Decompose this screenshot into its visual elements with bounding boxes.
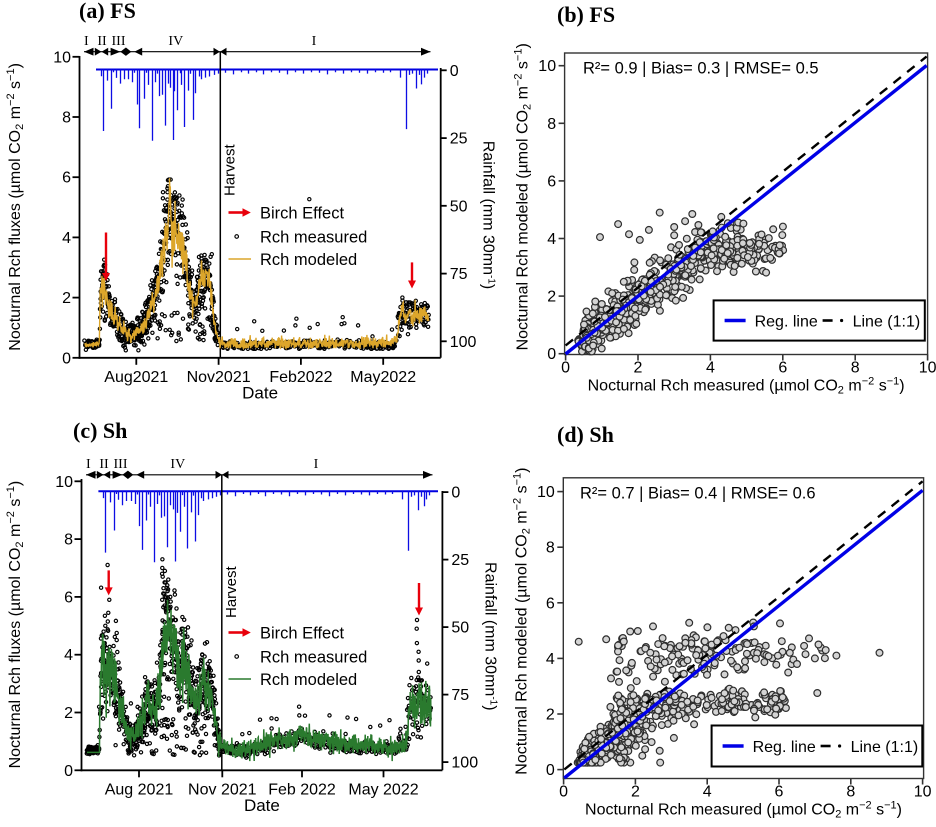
svg-text:Rch measured: Rch measured [260,228,367,246]
svg-text:Harvest: Harvest [223,565,240,618]
svg-text:III: III [112,34,126,49]
svg-text:Nov 2021: Nov 2021 [188,781,257,798]
svg-text:II: II [99,457,109,472]
svg-text:2: 2 [547,289,556,306]
svg-text:IV: IV [168,34,183,49]
svg-text:Rainfall (mm 30mn-1): Rainfall (mm 30mn-1) [481,562,498,711]
svg-text:6: 6 [546,595,555,612]
svg-text:IV: IV [170,457,185,472]
svg-text:0: 0 [64,763,73,780]
svg-text:100: 100 [451,755,478,772]
svg-text:8: 8 [62,110,71,127]
svg-text:8: 8 [64,532,73,549]
svg-text:Nocturnal Rch fluxes (µmol CO2: Nocturnal Rch fluxes (µmol CO2 m−2 s−1) [5,481,26,769]
svg-text:8: 8 [846,784,855,801]
svg-text:50: 50 [451,620,469,637]
svg-text:I: I [84,34,89,49]
svg-text:4: 4 [547,231,556,248]
svg-text:8: 8 [851,360,860,377]
svg-text:0: 0 [546,762,555,779]
svg-text:Rch modeled: Rch modeled [260,251,357,269]
svg-text:75: 75 [451,687,469,704]
svg-text:2: 2 [631,784,640,801]
svg-text:Nocturnal Rch modeled (µmol CO: Nocturnal Rch modeled (µmol CO2 m−2 s−1) [513,43,534,350]
svg-text:Nov2021: Nov2021 [187,369,251,386]
svg-text:Line (1:1): Line (1:1) [853,314,921,331]
svg-text:4: 4 [546,651,555,668]
svg-text:6: 6 [775,784,784,801]
svg-text:Nocturnal Rch measured (µmol C: Nocturnal Rch measured (µmol CO2 m−2 s−1… [585,800,902,821]
svg-text:R²= 0.9 | Bias= 0.3 | RMSE= 0.: R²= 0.9 | Bias= 0.3 | RMSE= 0.5 [583,60,819,78]
svg-text:4: 4 [706,360,715,377]
svg-text:6: 6 [62,170,71,187]
svg-text:2: 2 [546,707,555,724]
svg-text:Feb 2022: Feb 2022 [268,781,336,798]
svg-text:Nocturnal Rch fluxes (µmol CO2: Nocturnal Rch fluxes (µmol CO2 m−2 s−1) [5,63,26,351]
svg-text:Rainfall (mm 30mn-1): Rainfall (mm 30mn-1) [480,141,497,290]
svg-text:Harvest: Harvest [221,143,238,196]
svg-text:0: 0 [450,63,459,80]
svg-text:Rch modeled: Rch modeled [260,671,357,689]
svg-text:0: 0 [561,360,570,377]
svg-text:6: 6 [64,589,73,606]
svg-text:Aug2021: Aug2021 [104,369,168,386]
svg-text:10: 10 [537,484,555,501]
svg-text:May2022: May2022 [350,369,416,386]
svg-text:Nocturnal Rch measured (µmol C: Nocturnal Rch measured (µmol CO2 m−2 s−1… [588,376,905,397]
svg-text:10: 10 [55,474,73,491]
svg-text:III: III [114,457,128,472]
svg-text:25: 25 [451,552,469,569]
svg-text:(b) FS: (b) FS [557,2,615,27]
svg-text:I: I [312,34,317,49]
svg-text:Aug 2021: Aug 2021 [105,781,174,798]
svg-text:May 2022: May 2022 [348,781,418,798]
svg-text:10: 10 [53,49,71,66]
svg-text:2: 2 [62,290,71,307]
svg-text:8: 8 [546,540,555,557]
svg-text:10: 10 [919,360,936,377]
svg-text:II: II [97,34,107,49]
svg-text:(a) FS: (a) FS [79,0,136,23]
svg-text:0: 0 [62,350,71,367]
svg-text:4: 4 [703,784,712,801]
svg-text:Birch Effect: Birch Effect [260,204,344,222]
svg-text:0: 0 [547,346,556,363]
svg-text:Birch Effect: Birch Effect [260,624,344,642]
svg-text:2: 2 [634,360,643,377]
svg-text:Nocturnal Rch modeled (µmol CO: Nocturnal Rch modeled (µmol CO2 m−2 s−1) [511,467,532,774]
svg-text:Rch measured: Rch measured [260,648,367,666]
svg-text:0: 0 [559,784,568,801]
svg-text:4: 4 [62,230,71,247]
svg-text:25: 25 [450,131,468,148]
svg-text:10: 10 [538,58,556,75]
svg-text:6: 6 [778,360,787,377]
svg-text:(c) Sh: (c) Sh [73,418,127,443]
svg-text:Reg. line: Reg. line [755,314,818,331]
svg-text:Line (1:1): Line (1:1) [851,739,919,756]
svg-text:4: 4 [64,647,73,664]
svg-text:6: 6 [547,173,556,190]
svg-text:(d) Sh: (d) Sh [557,422,614,447]
svg-text:2: 2 [64,705,73,722]
svg-text:75: 75 [450,266,468,283]
svg-text:I: I [86,457,91,472]
svg-text:R²= 0.7 | Bias= 0.4 | RMSE= 0.: R²= 0.7 | Bias= 0.4 | RMSE= 0.6 [580,484,816,502]
svg-text:Date: Date [242,383,278,402]
svg-text:8: 8 [547,116,556,133]
svg-text:Feb2022: Feb2022 [269,369,332,386]
svg-text:Reg. line: Reg. line [753,739,816,756]
svg-text:0: 0 [451,485,460,502]
svg-text:10: 10 [914,784,932,801]
svg-text:I: I [314,457,319,472]
svg-text:50: 50 [450,198,468,215]
svg-text:Date: Date [244,796,280,815]
svg-text:100: 100 [450,334,477,351]
